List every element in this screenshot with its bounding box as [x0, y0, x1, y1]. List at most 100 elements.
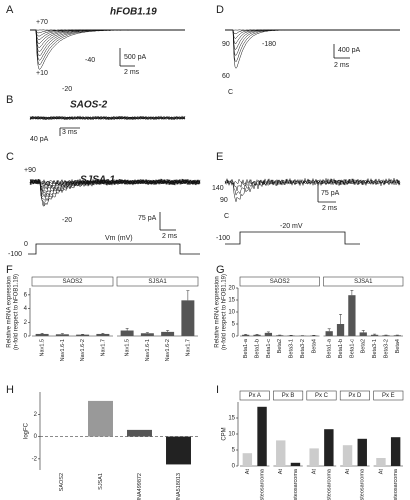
x-tick-label: SAOS2	[59, 473, 65, 491]
current-trace	[224, 177, 401, 192]
current-trace	[29, 29, 186, 61]
panel-title: SAOS-2	[70, 100, 108, 111]
y-tick-label: 15	[228, 298, 235, 304]
bar	[325, 331, 333, 336]
bar	[370, 334, 379, 336]
note: +70	[36, 19, 48, 26]
x-tick-label: Beta4	[311, 339, 317, 353]
scale-label: 2 ms	[322, 205, 338, 212]
y-tick-label: 0	[34, 434, 38, 440]
bar	[309, 448, 319, 466]
protocol	[28, 243, 200, 255]
current-trace	[29, 29, 186, 53]
x-tick-label: Nav1.6-1	[60, 339, 66, 361]
x-tick-label: Nav1.6-1	[145, 339, 151, 361]
y-tick-label: 5	[232, 448, 236, 454]
bar	[357, 438, 367, 466]
x-tick-label: Osteosarcoma	[360, 468, 366, 500]
x-tick-label: At	[345, 469, 351, 475]
y-tick-label: 10	[228, 432, 235, 438]
facet-label: SAOS2	[62, 279, 83, 285]
note: -20	[62, 86, 72, 93]
scale-label: 75 pA	[321, 190, 340, 197]
panel-label: C	[6, 151, 14, 163]
facet-strip	[373, 390, 404, 401]
x-tick-label: PRJNA518013	[176, 473, 182, 500]
facet-label: Px D	[348, 393, 362, 399]
note: 90	[220, 197, 228, 204]
facet-strip	[239, 390, 270, 401]
x-tick-label: SJSA1	[98, 473, 104, 490]
bar	[96, 333, 110, 336]
note: -40	[85, 57, 95, 64]
x-tick-label: Nav1.5	[125, 339, 131, 356]
facet-label: Px C	[315, 393, 329, 399]
x-tick-label: Beta3-1	[289, 339, 295, 358]
facet-strip	[31, 276, 114, 287]
protocol	[225, 231, 360, 245]
x-tick-label: At	[278, 469, 284, 475]
note: C	[224, 213, 229, 220]
current-trace	[224, 177, 401, 202]
note: -180	[262, 41, 276, 48]
bar	[276, 335, 284, 336]
note: 90	[222, 41, 230, 48]
x-tick-label: Nav1.5	[40, 339, 46, 356]
current-trace	[224, 29, 401, 63]
bar	[242, 453, 253, 466]
x-tick-label: Osteosarcoma	[293, 468, 299, 500]
x-tick-label: Osteosarcoma	[393, 468, 399, 500]
bar	[382, 335, 390, 336]
bar	[324, 429, 334, 466]
facet-label: Px B	[282, 393, 295, 399]
bar	[257, 406, 267, 466]
scale-label: 3 ms	[62, 129, 78, 136]
bar	[35, 333, 49, 336]
y-tick-label: 6	[24, 292, 28, 298]
scale-label: 400 pA	[338, 47, 361, 54]
scale-label: 40 pA	[30, 136, 49, 143]
x-tick-label: Beta1-b	[338, 339, 344, 358]
facet-strip	[323, 276, 404, 287]
bar	[376, 458, 386, 466]
y-axis-label: (n-fold respect to hFOB1.19)	[222, 274, 228, 350]
bar	[166, 436, 191, 465]
y-tick-label: 4	[24, 306, 28, 312]
scale-label: 500 pA	[124, 54, 147, 61]
x-tick-label: Beta1-c	[266, 339, 272, 358]
protocol-label: -100	[8, 251, 22, 258]
x-tick-label: Beta3-2	[383, 339, 389, 358]
x-tick-label: Nav1.7	[185, 339, 191, 356]
note: +10	[36, 70, 48, 77]
x-tick-label: Beta2	[277, 339, 283, 353]
current-trace	[225, 29, 400, 69]
current-trace	[224, 178, 401, 196]
x-tick-label: Beta3-2	[300, 339, 306, 358]
current-trace	[224, 29, 401, 56]
x-tick-label: Osteosarcoma	[326, 468, 332, 500]
bar	[348, 295, 356, 336]
panel-label: G	[216, 264, 225, 276]
facet-label: SJSA1	[354, 279, 373, 285]
y-axis-label: logFC	[24, 422, 30, 439]
panel-label: H	[6, 384, 14, 396]
y-tick-label: 2	[24, 320, 28, 326]
bar	[342, 445, 353, 466]
x-tick-label: Beta3-1	[372, 339, 378, 358]
bar	[253, 334, 261, 336]
bar	[276, 440, 286, 466]
panel-title: hFOB1.19	[110, 7, 157, 18]
note: 140	[212, 185, 224, 192]
y-tick-label: 15	[228, 416, 235, 422]
facet-strip	[239, 276, 320, 287]
x-tick-label: Beta1-b	[254, 339, 260, 358]
current-trace	[29, 29, 186, 70]
protocol-label: Vm (mV)	[105, 235, 133, 242]
y-tick-label: 10	[228, 310, 235, 316]
panel-label: A	[6, 4, 14, 16]
facet-strip	[116, 276, 199, 287]
scale-label: 75 pA	[138, 215, 157, 222]
facet-label: Px A	[249, 393, 261, 399]
bar	[242, 334, 250, 336]
bar	[120, 330, 134, 336]
